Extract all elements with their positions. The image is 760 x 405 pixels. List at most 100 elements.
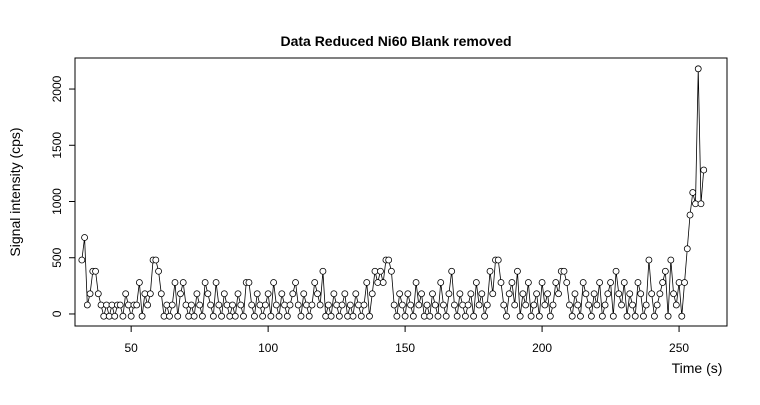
data-point xyxy=(272,301,280,309)
data-point xyxy=(670,290,677,298)
data-point xyxy=(418,290,425,298)
data-point xyxy=(470,312,477,320)
data-point xyxy=(440,301,447,309)
data-point xyxy=(335,312,343,320)
data-point xyxy=(248,301,256,309)
data-point xyxy=(533,290,541,298)
data-point xyxy=(574,301,582,309)
data-point xyxy=(431,301,439,309)
data-point xyxy=(127,312,135,320)
data-point xyxy=(251,312,258,320)
data-point xyxy=(464,301,472,309)
data-point xyxy=(357,312,365,320)
data-point xyxy=(300,290,308,298)
data-point xyxy=(261,301,269,309)
data-point xyxy=(686,211,694,219)
data-point xyxy=(289,290,297,298)
data-point xyxy=(681,279,688,286)
data-point xyxy=(308,301,316,309)
data-point xyxy=(168,301,176,309)
data-point xyxy=(404,290,412,298)
data-point xyxy=(209,312,217,320)
data-point xyxy=(494,256,502,264)
data-point xyxy=(661,267,669,275)
x-tick-label: 50 xyxy=(124,341,138,355)
x-tick-label: 200 xyxy=(532,341,552,355)
data-point xyxy=(489,290,497,298)
data-point xyxy=(555,290,562,298)
data-point xyxy=(319,267,327,275)
data-point xyxy=(497,279,505,286)
data-point xyxy=(198,312,206,320)
data-point xyxy=(651,312,658,320)
data-point xyxy=(201,279,209,286)
data-point xyxy=(593,301,601,309)
data-point xyxy=(346,301,354,309)
data-point xyxy=(429,290,436,298)
data-point xyxy=(292,279,299,286)
data-point xyxy=(598,312,606,320)
data-point xyxy=(524,279,532,286)
data-point xyxy=(629,301,636,309)
data-point xyxy=(571,290,579,298)
data-point xyxy=(626,290,634,298)
data-point xyxy=(519,290,527,298)
data-point xyxy=(590,290,598,298)
data-point xyxy=(215,301,223,309)
data-point xyxy=(377,267,384,275)
data-point xyxy=(119,312,127,320)
data-point xyxy=(177,290,184,298)
data-point xyxy=(486,267,494,275)
data-point xyxy=(171,279,179,286)
data-point xyxy=(689,189,697,196)
data-point xyxy=(645,256,653,264)
data-point xyxy=(135,279,143,286)
data-point xyxy=(461,312,469,320)
y-axis-label: Signal intensity (cps) xyxy=(7,127,23,256)
data-point xyxy=(631,312,639,320)
data-point xyxy=(396,290,404,298)
data-point xyxy=(188,301,195,309)
data-point xyxy=(138,312,146,320)
data-point xyxy=(283,312,291,320)
data-point xyxy=(642,301,650,309)
data-point xyxy=(157,290,165,298)
data-point xyxy=(212,279,220,286)
data-point xyxy=(379,279,387,286)
data-point xyxy=(453,312,461,320)
y-tick-label: 1000 xyxy=(50,188,64,215)
data-point xyxy=(623,312,631,320)
data-point xyxy=(434,312,442,320)
data-point xyxy=(220,290,228,298)
data-point xyxy=(475,301,483,309)
data-point xyxy=(193,290,201,298)
data-point xyxy=(190,312,198,320)
data-point xyxy=(401,312,409,320)
data-point xyxy=(618,301,625,309)
data-point xyxy=(653,301,661,309)
data-point xyxy=(393,312,401,320)
data-point xyxy=(483,301,491,309)
data-point xyxy=(609,312,617,320)
data-point xyxy=(615,290,623,298)
data-point xyxy=(601,301,609,309)
data-point xyxy=(245,279,253,286)
data-point xyxy=(166,312,173,320)
data-point xyxy=(552,279,560,286)
data-point xyxy=(81,234,88,241)
data-point xyxy=(152,256,160,264)
data-point xyxy=(146,290,154,298)
data-point xyxy=(585,301,593,309)
y-tick-label: 1500 xyxy=(50,132,64,159)
data-point xyxy=(234,290,242,298)
data-point xyxy=(694,65,702,73)
data-point xyxy=(231,312,239,320)
data-point xyxy=(111,312,119,320)
series-line xyxy=(81,68,705,317)
data-point xyxy=(297,312,305,320)
data-point xyxy=(144,301,151,309)
data-point xyxy=(83,301,91,309)
data-point xyxy=(330,290,338,298)
data-point xyxy=(530,301,538,309)
